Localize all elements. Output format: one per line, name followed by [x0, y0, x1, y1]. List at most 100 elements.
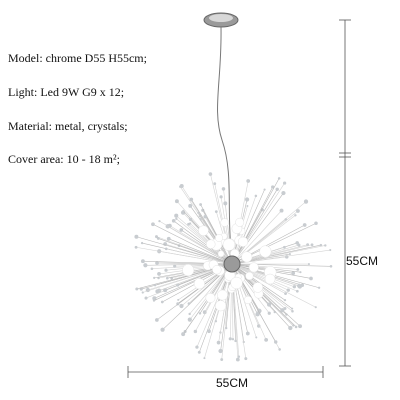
- crystal-rod: [188, 263, 233, 304]
- bulb-glow: [248, 262, 259, 273]
- crystal: [254, 194, 258, 198]
- crystal-rod: [231, 263, 270, 314]
- crystal: [155, 289, 160, 294]
- bulb-glow: [215, 300, 227, 312]
- crystal-rod: [231, 263, 295, 288]
- bulb-glow: [230, 276, 243, 290]
- canopy-highlight: [209, 14, 233, 22]
- crystal-rod: [166, 248, 233, 265]
- crystal: [292, 285, 297, 289]
- crystal: [182, 209, 185, 212]
- crystal: [187, 222, 190, 226]
- crystal: [263, 188, 266, 191]
- crystal: [255, 312, 260, 317]
- crystal: [177, 298, 180, 301]
- crystal: [283, 298, 287, 302]
- crystal: [329, 248, 332, 252]
- crystal: [244, 357, 248, 361]
- crystal: [231, 338, 235, 341]
- crystal: [264, 337, 269, 342]
- crystal-rod: [231, 247, 285, 265]
- crystal: [303, 199, 309, 204]
- crystal: [157, 272, 161, 276]
- crystal: [153, 284, 157, 287]
- crystal: [310, 243, 314, 247]
- spec-line: Light: Led 9W G9 x 12;: [8, 85, 125, 99]
- crystal: [284, 255, 289, 259]
- crystal: [166, 236, 171, 241]
- crystal: [197, 350, 201, 354]
- crystal: [288, 325, 293, 331]
- bulb-glow: [217, 250, 225, 258]
- crystal: [195, 345, 199, 349]
- crystal: [213, 182, 217, 186]
- crystal: [155, 235, 158, 239]
- crystal: [237, 355, 241, 358]
- crystal: [260, 208, 264, 212]
- spec-line: Cover area: 10 - 18 m²;: [8, 152, 120, 166]
- crystal: [278, 348, 281, 351]
- crystal: [309, 276, 313, 281]
- crystal: [255, 336, 258, 339]
- crystal-rod: [200, 204, 233, 265]
- crystal: [216, 340, 221, 345]
- crystal-rod: [179, 186, 233, 265]
- bulb-glow: [235, 217, 245, 227]
- crystal: [207, 329, 211, 334]
- crystal-rod: [189, 263, 233, 315]
- crystal-rod: [231, 182, 285, 265]
- crystal: [203, 357, 206, 360]
- crystal: [179, 303, 184, 309]
- crystal: [165, 276, 169, 280]
- crystal: [153, 276, 156, 279]
- bulb-glow: [217, 289, 228, 301]
- crystal: [140, 259, 145, 264]
- crystal: [188, 217, 193, 221]
- crystal: [279, 208, 284, 213]
- crystal-rod: [231, 263, 332, 267]
- crystal-rod: [231, 263, 258, 315]
- crystal: [199, 203, 203, 206]
- crystal-rod: [181, 229, 233, 265]
- crystal: [144, 296, 148, 300]
- crystal: [160, 327, 165, 332]
- crystal: [218, 348, 223, 354]
- crystal: [288, 253, 291, 256]
- crystal: [307, 263, 310, 266]
- crystal-rod: [231, 263, 270, 305]
- crystal-rod: [231, 263, 289, 291]
- crystal: [324, 244, 327, 247]
- crystal: [156, 236, 160, 240]
- crystal-rod: [136, 236, 233, 265]
- crystal: [299, 271, 302, 274]
- crystal: [297, 283, 302, 289]
- crystal: [198, 312, 202, 315]
- crystal-rod: [165, 263, 233, 271]
- crystal: [296, 209, 300, 213]
- crystal-rod: [231, 263, 294, 274]
- crystal: [317, 286, 321, 289]
- crystal: [244, 197, 250, 202]
- crystal: [157, 276, 160, 280]
- crystal: [141, 291, 144, 294]
- chandelier: [134, 12, 333, 362]
- crystal: [174, 213, 179, 218]
- crystal-rod: [231, 263, 298, 270]
- spec-line: Material: metal, crystals;: [8, 119, 128, 133]
- crystal: [177, 302, 180, 305]
- crystal: [267, 302, 272, 307]
- crystal: [203, 215, 207, 219]
- crystal-rod: [152, 223, 233, 265]
- crystal: [139, 287, 143, 291]
- bulb-glow: [193, 278, 205, 290]
- crystal: [295, 289, 299, 293]
- crystal-rod: [220, 196, 233, 265]
- crystal: [235, 357, 240, 362]
- crystal: [314, 306, 317, 309]
- crystal-rod: [231, 178, 280, 265]
- crystal: [295, 241, 300, 245]
- width-label: 55CM: [216, 376, 249, 390]
- crystal: [221, 187, 226, 191]
- crystal: [197, 211, 200, 215]
